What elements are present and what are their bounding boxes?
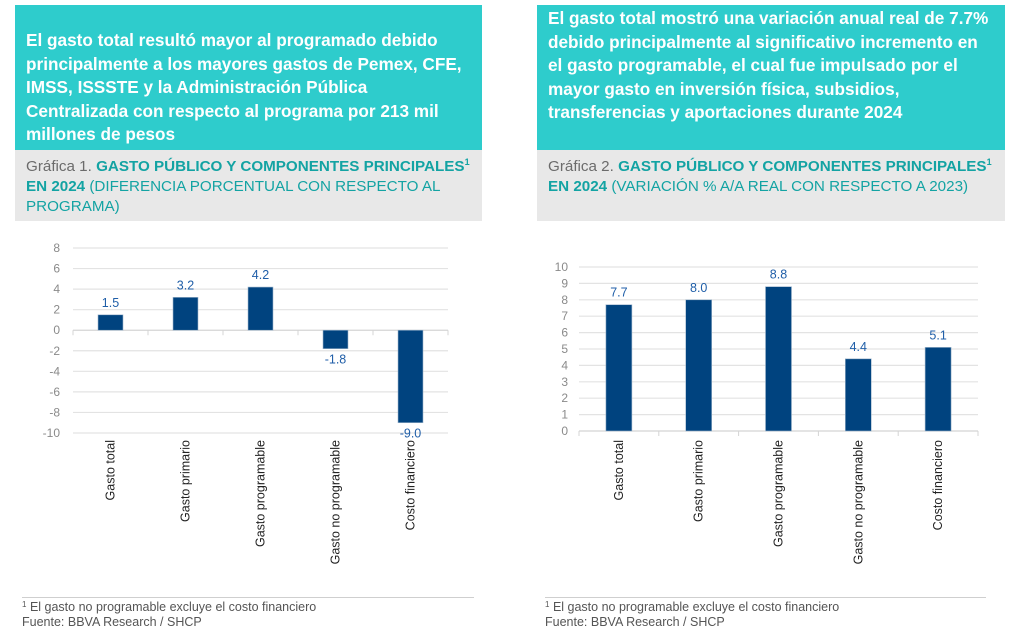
right-chart-caption: Gráfica 2. GASTO PÚBLICO Y COMPONENTES P…	[537, 150, 1005, 221]
left-caption-subtitle: (DIFERENCIA PORCENTUAL CON RESPECTO AL P…	[26, 178, 440, 215]
category-label: Gasto programable	[772, 440, 786, 547]
category-label: Gasto primario	[179, 440, 193, 522]
y-tick-label: 8	[53, 241, 60, 255]
category-label: Gasto total	[612, 440, 626, 500]
right-caption-title: GASTO PÚBLICO Y COMPONENTES PRINCIPALES	[618, 158, 987, 175]
right-caption-title-end: EN 2024	[548, 178, 612, 195]
left-caption-title-end: EN 2024	[26, 178, 86, 195]
right-caption-prefix: Gráfica 2.	[548, 158, 619, 175]
left-headline: El gasto total resultó mayor al programa…	[15, 5, 482, 150]
y-tick-label: 8	[561, 293, 568, 307]
right-panel: El gasto total mostró una variación anua…	[537, 5, 1005, 221]
category-label: Gasto no programable	[329, 440, 343, 564]
y-tick-label: 2	[561, 391, 568, 405]
value-label: 5.1	[929, 328, 946, 342]
left-source: Fuente: BBVA Research / SHCP	[22, 615, 202, 629]
value-label: -9.0	[400, 427, 422, 441]
right-footnote-mark: 1	[545, 600, 550, 609]
bar	[322, 329, 349, 350]
bar	[924, 347, 952, 432]
right-source: Fuente: BBVA Research / SHCP	[545, 615, 725, 629]
y-tick-label: 6	[53, 262, 60, 276]
y-tick-label: 0	[561, 424, 568, 438]
value-label: -1.8	[325, 353, 347, 367]
right-footnote-text: El gasto no programable excluye el costo…	[552, 600, 840, 614]
chart-1-gasto-diferencia-programa: 8 6 4 2 0 -2 -4 -6 -8 -10 1.5 Gasto total 3.2 Gasto p…	[43, 241, 449, 564]
category-label: Costo financiero	[931, 440, 945, 530]
y-tick-label: 5	[561, 342, 568, 356]
right-footnote-divider	[545, 597, 986, 598]
y-tick-label: 2	[53, 303, 60, 317]
bar	[172, 297, 199, 331]
bar	[685, 299, 713, 432]
left-footnote-text: El gasto no programable excluye el costo…	[29, 600, 317, 614]
category-label: Costo financiero	[404, 440, 418, 530]
bar	[397, 329, 424, 424]
left-caption-title: GASTO PÚBLICO Y COMPONENTES PRINCIPALES	[96, 158, 465, 175]
category-label: Gasto total	[104, 440, 118, 500]
y-tick-label: -4	[49, 364, 60, 378]
right-caption-subtitle: (VARIACIÓN % A/A REAL CON RESPECTO A 202…	[611, 178, 969, 195]
value-label: 8.0	[690, 281, 707, 295]
y-tick-label: 6	[561, 326, 568, 340]
value-label: 4.4	[850, 340, 867, 354]
category-label: Gasto programable	[254, 440, 268, 547]
left-footnote: 1 El gasto no programable excluye el cos…	[22, 600, 316, 615]
bar	[844, 358, 872, 432]
y-tick-label: 1	[561, 408, 568, 422]
category-label: Gasto primario	[692, 440, 706, 522]
y-tick-label: 4	[53, 282, 60, 296]
value-label: 4.2	[252, 268, 269, 282]
left-footnote-divider	[22, 597, 474, 598]
y-tick-label: 10	[555, 260, 569, 274]
bar	[247, 286, 274, 331]
value-label: 7.7	[610, 286, 627, 300]
left-caption-prefix: Gráfica 1.	[26, 158, 97, 175]
y-tick-label: 7	[561, 309, 568, 323]
y-tick-label: 4	[561, 358, 568, 372]
bar	[605, 304, 633, 432]
y-tick-label: -6	[49, 385, 60, 399]
y-tick-label: 3	[561, 375, 568, 389]
left-panel: El gasto total resultó mayor al programa…	[15, 5, 482, 221]
left-footnote-mark: 1	[22, 600, 27, 609]
right-caption-sup: 1	[986, 157, 992, 167]
left-chart-caption: Gráfica 1. GASTO PÚBLICO Y COMPONENTES P…	[15, 150, 482, 221]
right-footnote: 1 El gasto no programable excluye el cos…	[545, 600, 839, 615]
value-label: 3.2	[177, 278, 194, 292]
y-tick-label: 9	[561, 276, 568, 290]
right-headline: El gasto total mostró una variación anua…	[537, 5, 1005, 150]
bar	[97, 314, 124, 331]
y-tick-label: -2	[49, 344, 60, 358]
y-tick-label: -10	[43, 426, 61, 440]
bar	[765, 286, 792, 432]
category-label: Gasto no programable	[851, 440, 865, 564]
value-label: 8.8	[770, 268, 787, 282]
left-caption-sup: 1	[464, 157, 470, 167]
y-tick-label: -8	[49, 405, 60, 419]
y-tick-label: 0	[53, 323, 60, 337]
value-label: 1.5	[102, 296, 119, 310]
